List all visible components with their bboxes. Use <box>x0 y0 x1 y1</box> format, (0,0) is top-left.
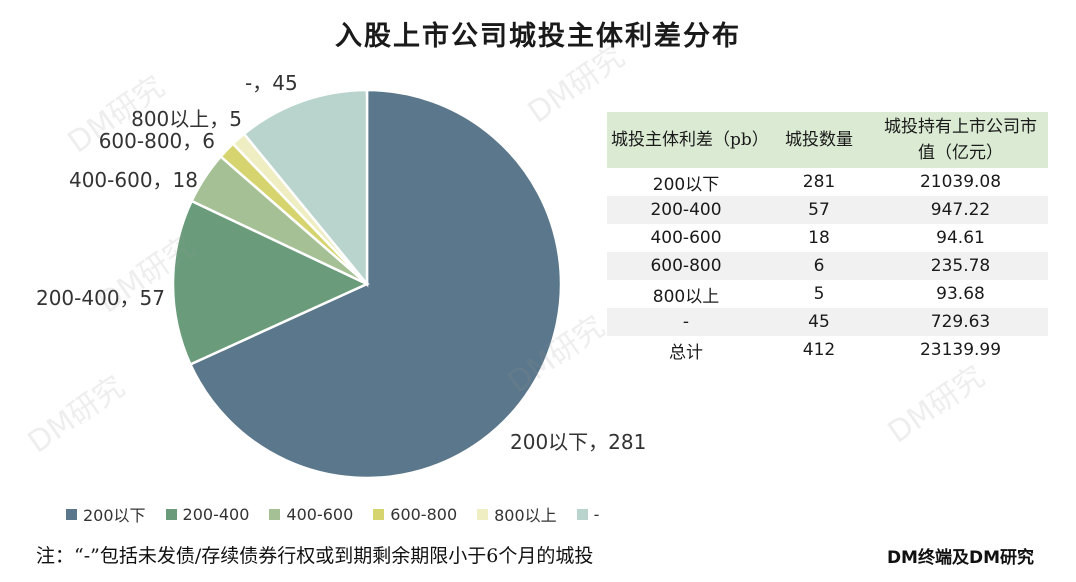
table-cell: 23139.99 <box>919 340 1002 360</box>
legend-item: - <box>576 504 600 524</box>
legend-swatch <box>269 508 281 520</box>
legend-item: 200以下 <box>66 502 146 526</box>
header-count: 城投数量 <box>765 112 873 168</box>
table-cell: 45 <box>765 308 873 336</box>
legend-item: 800以上 <box>477 502 557 526</box>
table-cell: 18 <box>808 228 830 248</box>
header-spread: 城投主体利差（pb） <box>607 112 769 168</box>
slice-label-5: -，45 <box>245 71 298 95</box>
legend-label: - <box>593 504 600 524</box>
table-cell: 57 <box>765 196 873 224</box>
chart-legend: 200以下 200-400 400-600 600-800 800以上 - <box>66 502 599 526</box>
legend-item: 200-400 <box>165 504 250 524</box>
table-row: 800以上 5 93.68 <box>607 280 1048 308</box>
table-row: - 45 729.63 <box>607 308 1048 336</box>
legend-item: 400-600 <box>269 505 353 524</box>
table-cell: 5 <box>813 284 825 304</box>
table-cell: 21039.08 <box>919 172 1002 192</box>
legend-label: 200以下 <box>83 506 146 525</box>
pie-slice-1 <box>171 199 370 367</box>
slice-label-1: 200-400，57 <box>36 286 165 310</box>
table-cell: 412 <box>802 340 836 360</box>
table-row-total: 总计 412 23139.99 <box>607 336 1048 364</box>
table-cell: 947.22 <box>873 196 1048 224</box>
legend-label: 800以上 <box>494 506 557 525</box>
slice-label-4: 800以上，5 <box>131 107 242 131</box>
legend-label: 600-800 <box>390 504 458 524</box>
source-credit: DM终端及DM研究 <box>886 548 1034 568</box>
legend-label: 400-600 <box>286 504 354 524</box>
table-row: 600-800 6 235.78 <box>607 252 1048 280</box>
header-market-cap: 城投持有上市公司市值（亿元） <box>873 112 1048 168</box>
legend-label: 200-400 <box>182 504 250 524</box>
pie-slice-0 <box>188 88 563 480</box>
table-header-row: 城投主体利差（pb） 城投数量 城投持有上市公司市值（亿元） <box>607 112 1048 168</box>
legend-swatch <box>576 508 588 520</box>
slice-label-2: 400-600，18 <box>69 168 198 192</box>
slice-label-0: 200以下，281 <box>510 430 646 454</box>
legend-swatch <box>66 508 77 520</box>
table-cell: 729.63 <box>873 308 1048 336</box>
table-cell: 281 <box>802 172 836 192</box>
table-cell: - <box>607 308 765 336</box>
table-row: 200-400 57 947.22 <box>607 196 1048 224</box>
footnote: 注：“-”包括未发债/存续债券行权或到期剩余期限小于6个月的城投 <box>36 545 594 567</box>
legend-swatch <box>373 508 385 520</box>
table-cell: 总计 <box>669 342 703 363</box>
legend-swatch <box>477 508 489 520</box>
slice-label-3: 600-800，6 <box>99 129 215 153</box>
data-table: 城投主体利差（pb） 城投数量 城投持有上市公司市值（亿元） 200以下 281… <box>607 112 1048 364</box>
chart-title: 入股上市公司城投主体利差分布 <box>335 21 741 52</box>
legend-swatch <box>165 508 177 520</box>
table-cell: 800以上 <box>652 286 720 307</box>
table-cell: 200以下 <box>652 174 720 195</box>
table-cell: 94.61 <box>936 228 985 248</box>
table-cell: 600-800 <box>607 252 765 280</box>
pie-slice-5 <box>242 88 369 288</box>
table-cell: 200-400 <box>607 196 765 224</box>
legend-item: 600-800 <box>373 505 457 524</box>
table-row: 400-600 18 94.61 <box>607 224 1048 252</box>
table-row: 200以下 281 21039.08 <box>607 168 1048 196</box>
table-cell: 93.68 <box>936 284 985 304</box>
table-cell: 400-600 <box>650 228 722 248</box>
table-cell: 235.78 <box>873 252 1048 280</box>
table-cell: 6 <box>765 252 873 280</box>
